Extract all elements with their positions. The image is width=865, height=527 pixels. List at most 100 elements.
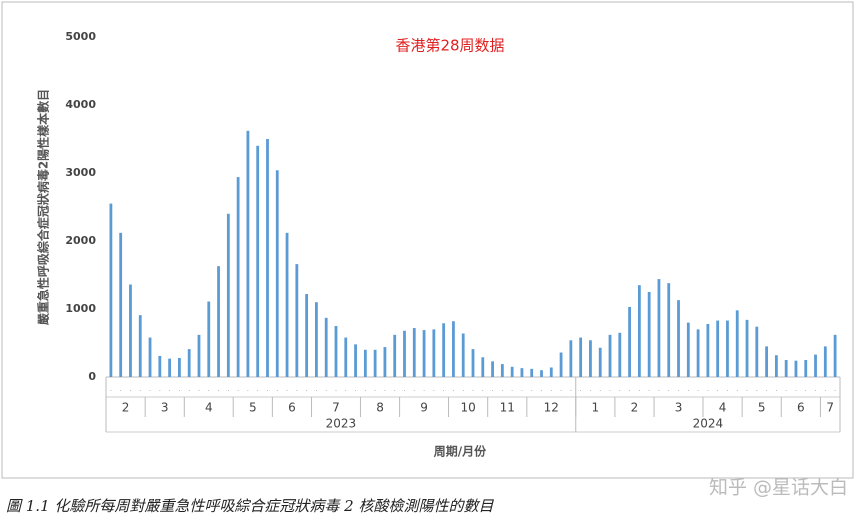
bar <box>119 232 123 377</box>
bar <box>628 306 631 377</box>
bar <box>344 337 348 377</box>
year-label: 2024 <box>693 417 724 431</box>
bar <box>735 310 739 377</box>
week-dot: . <box>814 385 816 393</box>
bar <box>383 347 387 377</box>
bar <box>589 340 592 377</box>
caption: 圖 1.1 化驗所每周對嚴重急性呼吸綜合症冠狀病毒 2 核酸檢測陽性的數目 <box>6 497 494 515</box>
bar <box>432 329 436 377</box>
week-dot: . <box>413 385 415 393</box>
week-dot: . <box>668 385 670 393</box>
bar <box>412 328 416 377</box>
month-label: 1 <box>592 401 600 415</box>
week-dot: . <box>775 385 777 393</box>
week-dot: . <box>648 385 650 393</box>
week-dot: . <box>110 385 112 393</box>
week-dot: . <box>247 385 249 393</box>
week-dot: . <box>756 385 758 393</box>
week-dot: . <box>403 385 405 393</box>
week-dot: . <box>726 385 728 393</box>
bar <box>491 361 494 377</box>
bar <box>393 334 397 377</box>
bar <box>354 344 357 377</box>
bar <box>794 360 798 377</box>
bar <box>814 354 817 377</box>
week-dot: . <box>834 385 836 393</box>
week-dot: . <box>443 385 445 393</box>
bar <box>520 368 524 377</box>
month-label: 5 <box>249 401 257 415</box>
week-dot: . <box>824 385 826 393</box>
bar <box>549 367 553 377</box>
week-dot: . <box>697 385 699 393</box>
bar <box>657 279 661 377</box>
bar <box>305 294 309 377</box>
week-dot: . <box>306 385 308 393</box>
week-dot: . <box>120 385 122 393</box>
week-dot: . <box>227 385 229 393</box>
month-label: 2 <box>122 401 130 415</box>
week-dot: . <box>374 385 376 393</box>
bar <box>647 292 651 377</box>
chart-title: 香港第28周数据 <box>395 37 504 55</box>
week-dot: . <box>746 385 748 393</box>
bar <box>217 266 220 377</box>
watermark: 知乎 @星话大白 <box>709 477 848 499</box>
bar <box>667 283 671 377</box>
week-dot: . <box>296 385 298 393</box>
bar <box>804 360 808 377</box>
week-dot: . <box>335 385 337 393</box>
week-dot: . <box>354 385 356 393</box>
bar <box>481 357 485 377</box>
y-axis-title: 嚴重急性呼吸綜合症冠狀病毒2陽性樣本數目 <box>36 89 51 325</box>
bar <box>461 333 465 377</box>
month-label: 7 <box>332 401 340 415</box>
month-label: 11 <box>500 401 515 415</box>
week-dot: . <box>589 385 591 393</box>
week-dot: . <box>736 385 738 393</box>
week-dot: . <box>257 385 259 393</box>
week-dot: . <box>266 385 268 393</box>
bar <box>275 170 279 377</box>
bar <box>608 334 612 377</box>
week-dot: . <box>599 385 601 393</box>
week-dot: . <box>560 385 562 393</box>
week-dot: . <box>168 385 170 393</box>
week-dot: . <box>511 385 513 393</box>
bar <box>266 139 269 377</box>
bar <box>579 337 583 377</box>
month-label: 2 <box>631 401 639 415</box>
bar <box>510 366 514 377</box>
week-dot: . <box>540 385 542 393</box>
week-dot: . <box>795 385 797 393</box>
week-dot: . <box>501 385 503 393</box>
bar <box>696 329 700 377</box>
y-tick-label: 0 <box>88 370 96 383</box>
bar <box>129 284 132 377</box>
month-label: 10 <box>460 401 475 415</box>
bar <box>236 177 240 377</box>
week-dot: . <box>658 385 660 393</box>
week-dot: . <box>491 385 493 393</box>
week-dot: . <box>531 385 533 393</box>
bar <box>755 326 759 377</box>
week-dot: . <box>580 385 582 393</box>
week-dot: . <box>423 385 425 393</box>
bar <box>540 370 543 377</box>
bar <box>256 145 260 377</box>
week-dot: . <box>159 385 161 393</box>
bar <box>637 285 641 377</box>
week-dot: . <box>325 385 327 393</box>
bar <box>334 326 338 377</box>
week-dot: . <box>717 385 719 393</box>
x-axis-title: 周期/月份 <box>434 444 487 459</box>
week-dot: . <box>384 385 386 393</box>
week-dot: . <box>462 385 464 393</box>
bar <box>442 323 446 377</box>
week-dot: . <box>433 385 435 393</box>
bar <box>706 323 710 377</box>
bar <box>197 334 201 377</box>
week-dot: . <box>785 385 787 393</box>
bar <box>559 352 563 377</box>
bar <box>373 349 377 377</box>
